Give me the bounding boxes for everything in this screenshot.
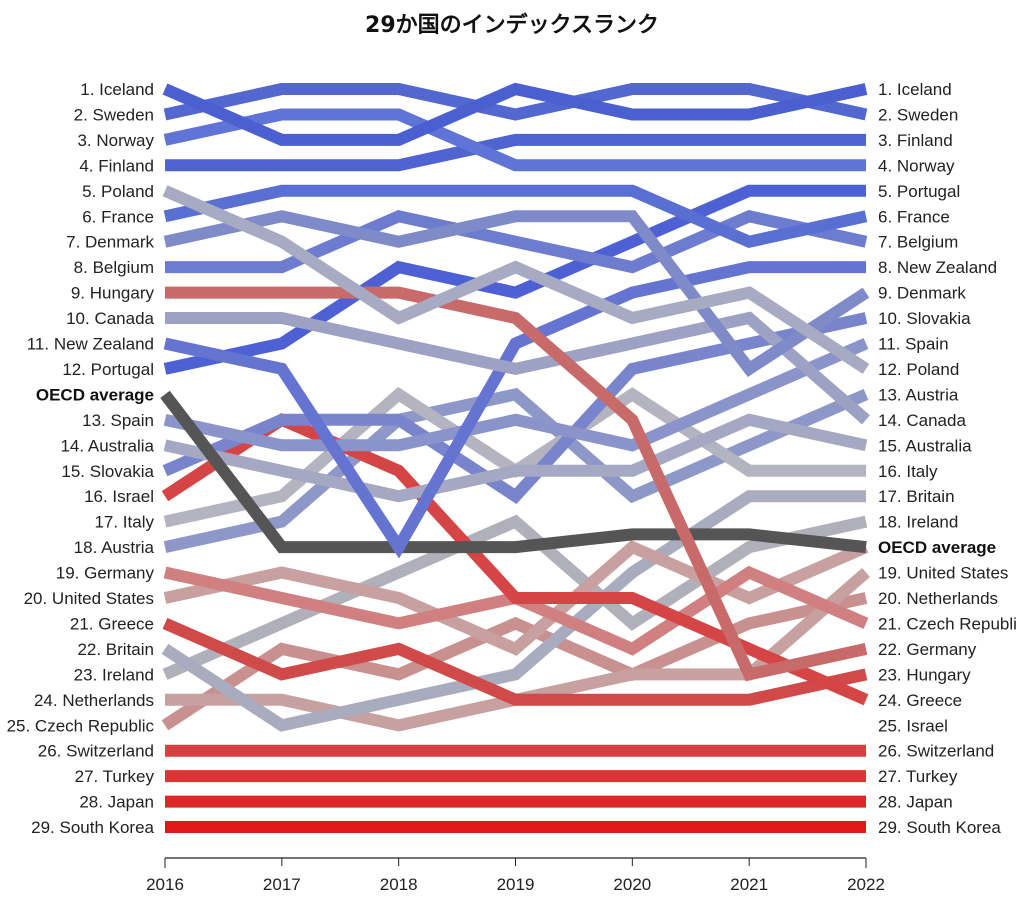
right-rank-label: 5. Portugal: [878, 182, 960, 201]
right-rank-label: 2. Sweden: [878, 105, 958, 124]
right-rank-label: 1. Iceland: [878, 80, 952, 99]
left-rank-label: 6. France: [82, 207, 154, 226]
x-tick-label: 2017: [263, 875, 301, 894]
left-rank-label: 18. Austria: [74, 538, 155, 557]
right-rank-label: 24. Greece: [878, 691, 962, 710]
left-rank-label: 28. Japan: [79, 793, 154, 812]
right-rank-label: 28. Japan: [878, 793, 953, 812]
series-line-iceland: [162, 82, 868, 146]
right-rank-label: 11. Spain: [878, 335, 949, 354]
series-lines: [160, 82, 870, 833]
left-rank-label: 26. Switzerland: [38, 742, 154, 761]
series-line-hungary: [165, 286, 868, 682]
left-rank-label: 12. Portugal: [62, 360, 154, 379]
series-line-portugal: [163, 184, 866, 375]
left-rank-label: 20. United States: [24, 589, 154, 608]
right-rank-label: 16. Italy: [878, 462, 938, 481]
left-rank-label: 3. Norway: [77, 131, 154, 150]
left-rank-label: 15. Slovakia: [61, 462, 154, 481]
left-rank-label: 5. Poland: [82, 182, 154, 201]
right-rank-label: 12. Poland: [878, 360, 959, 379]
series-line-new-zealand: [163, 261, 866, 559]
series-line-norway: [163, 108, 866, 172]
right-rank-label: 15. Australia: [878, 436, 972, 455]
left-rank-label: 4. Finland: [79, 156, 154, 175]
series-line-slovakia: [162, 312, 868, 505]
left-rank-label: 23. Ireland: [74, 665, 154, 684]
series-line-finland: [165, 133, 866, 172]
x-tick-label: 2019: [497, 875, 535, 894]
right-rank-label: 7. Belgium: [878, 233, 958, 252]
series-line-france: [163, 184, 868, 248]
series-line-united-states: [163, 540, 869, 656]
right-rank-label: 18. Ireland: [878, 513, 958, 532]
right-rank-label: 8. New Zealand: [878, 258, 997, 277]
right-rank-label: 25. Israel: [878, 716, 948, 735]
right-rank-label: 17. Britain: [878, 487, 955, 506]
left-rank-label: 17. Italy: [94, 513, 154, 532]
series-line-belgium: [165, 210, 868, 274]
right-rank-label: 20. Netherlands: [878, 589, 998, 608]
series-line-australia: [163, 413, 868, 503]
series-line-spain: [163, 337, 869, 452]
series-line-canada: [165, 311, 870, 425]
series-line-denmark: [163, 210, 870, 377]
left-rank-label: 14. Australia: [60, 436, 154, 455]
left-rank-label: 29. South Korea: [31, 818, 154, 837]
right-rank-label: 3. Finland: [878, 131, 953, 150]
left-rank-label: 27. Turkey: [75, 767, 155, 786]
right-rank-label: 4. Norway: [878, 156, 955, 175]
x-tick-label: 2020: [613, 875, 651, 894]
right-rank-label: 6. France: [878, 207, 950, 226]
left-rank-label: 19. Germany: [56, 564, 155, 583]
series-line-sweden: [163, 83, 868, 121]
series-line-austria: [163, 387, 869, 553]
left-rank-label: 10. Canada: [66, 309, 154, 328]
series-line-ireland: [162, 514, 868, 680]
right-rank-label: 22. Germany: [878, 640, 977, 659]
left-rank-label: 24. Netherlands: [34, 691, 154, 710]
right-rank-label: 21. Czech Republi: [878, 614, 1017, 633]
series-line-britain: [161, 490, 866, 732]
chart-title: 29か国のインデックスランク: [365, 13, 659, 38]
left-rank-label: OECD average: [36, 385, 154, 404]
left-rank-label: 9. Hungary: [71, 284, 155, 303]
left-rank-label: 7. Denmark: [66, 233, 154, 252]
left-rank-label: 2. Sweden: [74, 105, 154, 124]
right-rank-label: 26. Switzerland: [878, 742, 994, 761]
x-tick-label: 2021: [730, 875, 768, 894]
right-rank-label: 13. Austria: [878, 385, 959, 404]
left-rank-label: 11. New Zealand: [27, 335, 154, 354]
series-line-oecd-average: [160, 390, 867, 554]
left-rank-label: 8. Belgium: [74, 258, 154, 277]
right-rank-label: 14. Canada: [878, 411, 966, 430]
right-rank-label: 10. Slovakia: [878, 309, 971, 328]
right-rank-label: 9. Denmark: [878, 284, 966, 303]
right-rank-label: 23. Hungary: [878, 665, 971, 684]
left-rank-label: 13. Spain: [82, 411, 154, 430]
left-rank-label: 25. Czech Republic: [7, 716, 155, 735]
right-rank-label: 19. United States: [878, 564, 1008, 583]
x-tick-label: 2016: [146, 875, 184, 894]
series-line-czech-republic: [161, 592, 868, 731]
series-line-germany: [163, 565, 869, 656]
x-tick-label: 2018: [380, 875, 418, 894]
x-tick-label: 2022: [847, 875, 885, 894]
right-rank-label: 29. South Korea: [878, 818, 1001, 837]
left-rank-label: 21. Greece: [70, 614, 154, 633]
left-rank-label: 22. Britain: [77, 640, 154, 659]
left-rank-label: 16. Israel: [84, 487, 154, 506]
right-rank-label: 27. Turkey: [878, 767, 958, 786]
series-line-poland: [162, 185, 870, 374]
left-rank-label: 1. Iceland: [80, 80, 154, 99]
right-rank-label: OECD average: [878, 538, 996, 557]
series-line-greece: [162, 617, 868, 706]
